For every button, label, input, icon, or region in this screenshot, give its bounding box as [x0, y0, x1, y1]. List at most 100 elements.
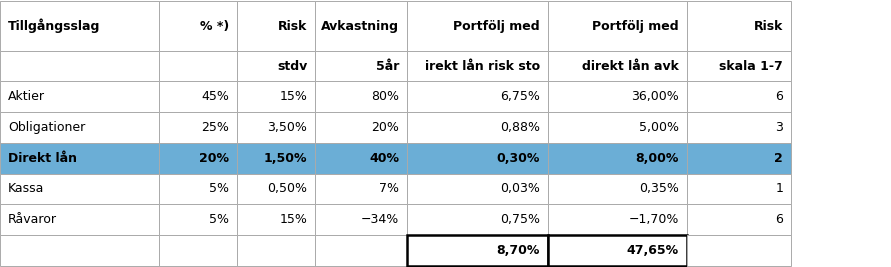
Text: 3,50%: 3,50%: [267, 121, 307, 134]
Text: Avkastning: Avkastning: [321, 19, 399, 33]
Bar: [0, 235, 159, 266]
Bar: [548, 143, 687, 174]
Bar: [687, 235, 791, 266]
Text: 0,03%: 0,03%: [500, 182, 540, 195]
Bar: [687, 112, 791, 143]
Text: 5%: 5%: [209, 213, 229, 226]
Bar: [687, 1, 791, 51]
Text: 0,75%: 0,75%: [500, 213, 540, 226]
Text: Portfölj med: Portfölj med: [454, 19, 540, 33]
Text: 45%: 45%: [201, 90, 229, 103]
Bar: [0, 204, 159, 235]
Bar: [159, 235, 237, 266]
Bar: [407, 143, 548, 174]
Text: 1,50%: 1,50%: [264, 152, 307, 165]
Text: 5år: 5år: [376, 60, 399, 73]
Bar: [687, 174, 791, 204]
Text: −34%: −34%: [361, 213, 399, 226]
Bar: [687, 143, 791, 174]
Text: 7%: 7%: [380, 182, 399, 195]
Bar: [548, 174, 687, 204]
Bar: [687, 51, 791, 81]
Bar: [315, 112, 407, 143]
Bar: [315, 174, 407, 204]
Text: Råvaror: Råvaror: [8, 213, 57, 226]
Bar: [237, 112, 315, 143]
Bar: [407, 51, 548, 81]
Bar: [237, 204, 315, 235]
Text: 8,00%: 8,00%: [635, 152, 679, 165]
Bar: [407, 235, 548, 266]
Text: 3: 3: [775, 121, 783, 134]
Text: skala 1-7: skala 1-7: [719, 60, 783, 73]
Bar: [548, 81, 687, 112]
Text: 25%: 25%: [201, 121, 229, 134]
Bar: [548, 112, 687, 143]
Text: % *): % *): [200, 19, 229, 33]
Bar: [159, 112, 237, 143]
Text: 1: 1: [775, 182, 783, 195]
Bar: [407, 204, 548, 235]
Text: −1,70%: −1,70%: [628, 213, 679, 226]
Bar: [548, 235, 687, 266]
Text: 80%: 80%: [372, 90, 399, 103]
Bar: [237, 174, 315, 204]
Text: Obligationer: Obligationer: [8, 121, 86, 134]
Bar: [159, 174, 237, 204]
Text: Risk: Risk: [754, 19, 783, 33]
Bar: [315, 204, 407, 235]
Text: irekt lån risk sto: irekt lån risk sto: [425, 60, 540, 73]
Text: 20%: 20%: [372, 121, 399, 134]
Bar: [0, 81, 159, 112]
Text: 2: 2: [774, 152, 783, 165]
Bar: [548, 204, 687, 235]
Text: Tillgångsslag: Tillgångsslag: [8, 19, 101, 33]
Text: 0,88%: 0,88%: [500, 121, 540, 134]
Bar: [315, 1, 407, 51]
Bar: [237, 51, 315, 81]
Bar: [548, 1, 687, 51]
Text: Portfölj med: Portfölj med: [593, 19, 679, 33]
Text: 20%: 20%: [199, 152, 229, 165]
Text: Kassa: Kassa: [8, 182, 45, 195]
Bar: [237, 235, 315, 266]
Bar: [315, 81, 407, 112]
Text: 6,75%: 6,75%: [500, 90, 540, 103]
Text: Aktier: Aktier: [8, 90, 45, 103]
Bar: [159, 1, 237, 51]
Text: 8,70%: 8,70%: [496, 244, 540, 257]
Bar: [159, 51, 237, 81]
Text: 40%: 40%: [369, 152, 399, 165]
Bar: [315, 235, 407, 266]
Bar: [407, 112, 548, 143]
Bar: [159, 143, 237, 174]
Bar: [0, 51, 159, 81]
Bar: [0, 1, 159, 51]
Text: 6: 6: [775, 213, 783, 226]
Bar: [407, 1, 548, 51]
Bar: [407, 81, 548, 112]
Text: 0,50%: 0,50%: [267, 182, 307, 195]
Bar: [548, 51, 687, 81]
Text: 47,65%: 47,65%: [626, 244, 679, 257]
Text: stdv: stdv: [277, 60, 307, 73]
Text: Risk: Risk: [278, 19, 307, 33]
Text: 0,35%: 0,35%: [639, 182, 679, 195]
Bar: [159, 81, 237, 112]
Text: direkt lån avk: direkt lån avk: [582, 60, 679, 73]
Bar: [687, 204, 791, 235]
Text: Direkt lån: Direkt lån: [8, 152, 77, 165]
Bar: [237, 1, 315, 51]
Bar: [237, 143, 315, 174]
Bar: [687, 81, 791, 112]
Text: 15%: 15%: [280, 90, 307, 103]
Bar: [315, 143, 407, 174]
Text: 15%: 15%: [280, 213, 307, 226]
Text: 6: 6: [775, 90, 783, 103]
Bar: [407, 174, 548, 204]
Bar: [315, 51, 407, 81]
Text: 5%: 5%: [209, 182, 229, 195]
Bar: [0, 174, 159, 204]
Text: 0,30%: 0,30%: [496, 152, 540, 165]
Bar: [0, 143, 159, 174]
